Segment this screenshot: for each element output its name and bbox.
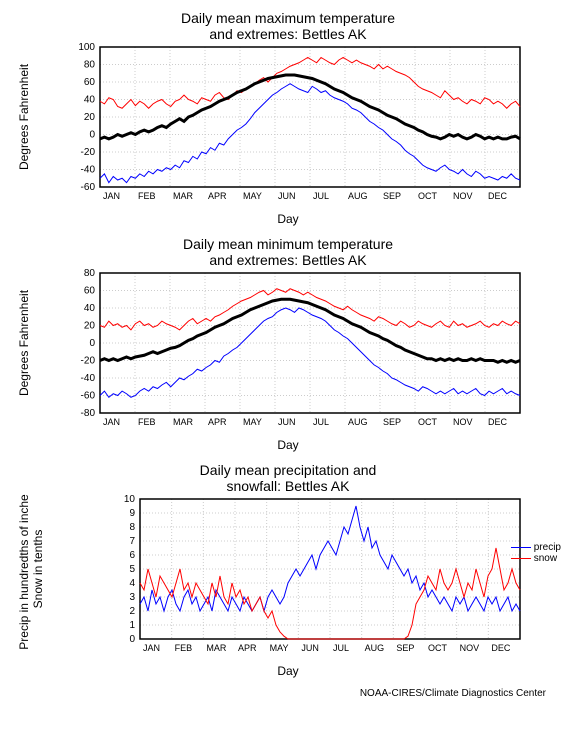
chart-max-temp: Daily mean maximum temperature and extre…	[10, 10, 566, 226]
svg-text:NOV: NOV	[460, 643, 480, 653]
svg-text:MAY: MAY	[243, 417, 262, 427]
chart2-xlabel: Day	[10, 438, 566, 452]
svg-text:MAY: MAY	[243, 191, 262, 201]
svg-text:9: 9	[129, 508, 135, 519]
legend-item-snow: snow	[511, 553, 561, 564]
svg-text:7: 7	[129, 536, 135, 547]
svg-text:-60: -60	[81, 391, 96, 402]
svg-text:Precip in hundredths of inches: Precip in hundredths of inches	[17, 494, 31, 650]
svg-text:JAN: JAN	[103, 417, 120, 427]
chart3-title: Daily mean precipitation and snowfall: B…	[10, 462, 566, 494]
footer-credit: NOAA-CIRES/Climate Diagnostics Center	[10, 688, 566, 699]
svg-text:APR: APR	[208, 417, 227, 427]
legend-item-precip: precip	[511, 542, 561, 553]
svg-text:SEP: SEP	[383, 191, 401, 201]
svg-text:Snow in tenths: Snow in tenths	[31, 530, 45, 609]
svg-text:JUN: JUN	[301, 643, 319, 653]
svg-text:0: 0	[89, 130, 95, 141]
svg-text:JAN: JAN	[143, 643, 160, 653]
svg-text:MAR: MAR	[173, 417, 194, 427]
svg-text:MAR: MAR	[206, 643, 227, 653]
chart-precip: Daily mean precipitation and snowfall: B…	[10, 462, 566, 678]
svg-text:-80: -80	[81, 408, 96, 419]
svg-text:JUL: JUL	[313, 191, 329, 201]
svg-text:JAN: JAN	[103, 191, 120, 201]
svg-text:SEP: SEP	[383, 417, 401, 427]
svg-text:AUG: AUG	[348, 191, 368, 201]
svg-text:DEC: DEC	[491, 643, 511, 653]
svg-text:100: 100	[78, 42, 95, 53]
chart-min-temp: Daily mean minimum temperature and extre…	[10, 236, 566, 452]
chart3-title-line1: Daily mean precipitation and	[200, 462, 377, 478]
svg-text:1: 1	[129, 620, 135, 631]
svg-text:5: 5	[129, 564, 135, 575]
svg-text:FEB: FEB	[175, 643, 193, 653]
svg-text:OCT: OCT	[428, 643, 448, 653]
svg-text:AUG: AUG	[365, 643, 385, 653]
chart1-title: Daily mean maximum temperature and extre…	[10, 10, 566, 42]
chart2-title-line1: Daily mean minimum temperature	[183, 236, 393, 252]
chart1-title-line2: and extremes: Bettles AK	[209, 26, 366, 42]
chart1-svg: -60 -40 -20 0 20 40 60 80 100 JAN FEB MAR APR MAY JUN J…	[10, 42, 576, 212]
svg-text:APR: APR	[238, 643, 257, 653]
svg-text:JUN: JUN	[278, 191, 296, 201]
svg-text:8: 8	[129, 522, 135, 533]
svg-text:AUG: AUG	[348, 417, 368, 427]
svg-text:0: 0	[129, 634, 135, 645]
svg-text:60: 60	[84, 77, 96, 88]
svg-text:-40: -40	[81, 165, 96, 176]
svg-text:OCT: OCT	[418, 191, 438, 201]
svg-text:80: 80	[84, 268, 96, 279]
svg-text:-40: -40	[81, 373, 96, 384]
svg-text:FEB: FEB	[138, 417, 156, 427]
svg-text:JUL: JUL	[333, 643, 349, 653]
svg-text:-20: -20	[81, 147, 96, 158]
chart2-title: Daily mean minimum temperature and extre…	[10, 236, 566, 268]
svg-text:APR: APR	[208, 191, 227, 201]
svg-text:NOV: NOV	[453, 417, 473, 427]
chart3-svg: 0 1 2 3 4 5 6 7 8 9 10 JAN FEB MAR APR MAY JUN JUL AUG SEP O…	[10, 494, 576, 664]
svg-text:-20: -20	[81, 356, 96, 367]
svg-text:10: 10	[124, 494, 136, 505]
svg-text:Degrees Fahrenheit: Degrees Fahrenheit	[17, 63, 31, 170]
svg-text:Degrees Fahrenheit: Degrees Fahrenheit	[17, 289, 31, 396]
chart3-title-line2: snowfall: Bettles AK	[227, 478, 350, 494]
svg-text:20: 20	[84, 321, 96, 332]
svg-text:0: 0	[89, 338, 95, 349]
svg-text:NOV: NOV	[453, 191, 473, 201]
svg-text:4: 4	[129, 578, 135, 589]
svg-text:80: 80	[84, 60, 96, 71]
svg-text:JUL: JUL	[313, 417, 329, 427]
chart1-title-line1: Daily mean maximum temperature	[181, 10, 395, 26]
svg-text:6: 6	[129, 550, 135, 561]
svg-text:40: 40	[84, 303, 96, 314]
chart2-svg: -80 -60 -40 -20 0 20 40 60 80 JAN FEB MAR APR MAY JUN J…	[10, 268, 576, 438]
svg-text:DEC: DEC	[488, 191, 508, 201]
svg-text:MAY: MAY	[270, 643, 289, 653]
svg-text:FEB: FEB	[138, 191, 156, 201]
svg-text:-60: -60	[81, 182, 96, 193]
svg-text:DEC: DEC	[488, 417, 508, 427]
svg-text:3: 3	[129, 592, 135, 603]
svg-text:2: 2	[129, 606, 135, 617]
svg-text:JUN: JUN	[278, 417, 296, 427]
chart3-legend: precipsnow	[511, 542, 561, 564]
svg-text:40: 40	[84, 95, 96, 106]
svg-text:SEP: SEP	[396, 643, 414, 653]
svg-text:20: 20	[84, 112, 96, 123]
chart3-xlabel: Day	[10, 664, 566, 678]
svg-text:MAR: MAR	[173, 191, 194, 201]
svg-text:OCT: OCT	[418, 417, 438, 427]
chart1-xlabel: Day	[10, 212, 566, 226]
svg-text:60: 60	[84, 286, 96, 297]
chart2-title-line2: and extremes: Bettles AK	[209, 252, 366, 268]
